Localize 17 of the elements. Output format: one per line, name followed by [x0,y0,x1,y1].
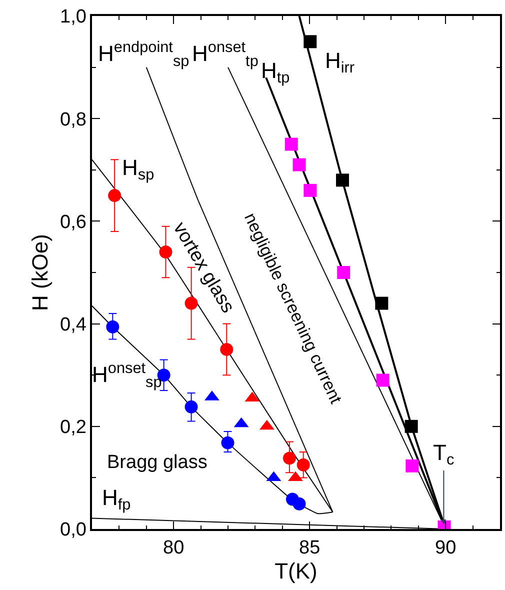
y-tick-label: 0,6 [60,212,86,233]
x-axis-title: T(K) [274,558,318,584]
x-tick-label: 90 [435,538,456,559]
annotation: H$_{irr}$ [325,48,355,77]
y-tick-label: 1,0 [60,6,86,28]
annotation: H$_{fp}$ [102,485,131,514]
x-tick-label: 85 [299,538,320,559]
y-tick-label: 0,4 [60,314,87,336]
annotation: Bragg glass [107,452,208,473]
annotation: H$_{tp}$ [261,58,290,87]
annotation: H$_{sp}$ [122,155,154,184]
y-axis-title: H (kOe) [27,234,52,311]
y-tick-label: 0,2 [60,417,86,438]
annotation: T$_{c}$ [433,440,454,469]
y-tick-label: 0,8 [60,109,86,130]
y-tick-label: 0,0 [60,520,86,541]
x-tick-label: 80 [163,538,184,559]
